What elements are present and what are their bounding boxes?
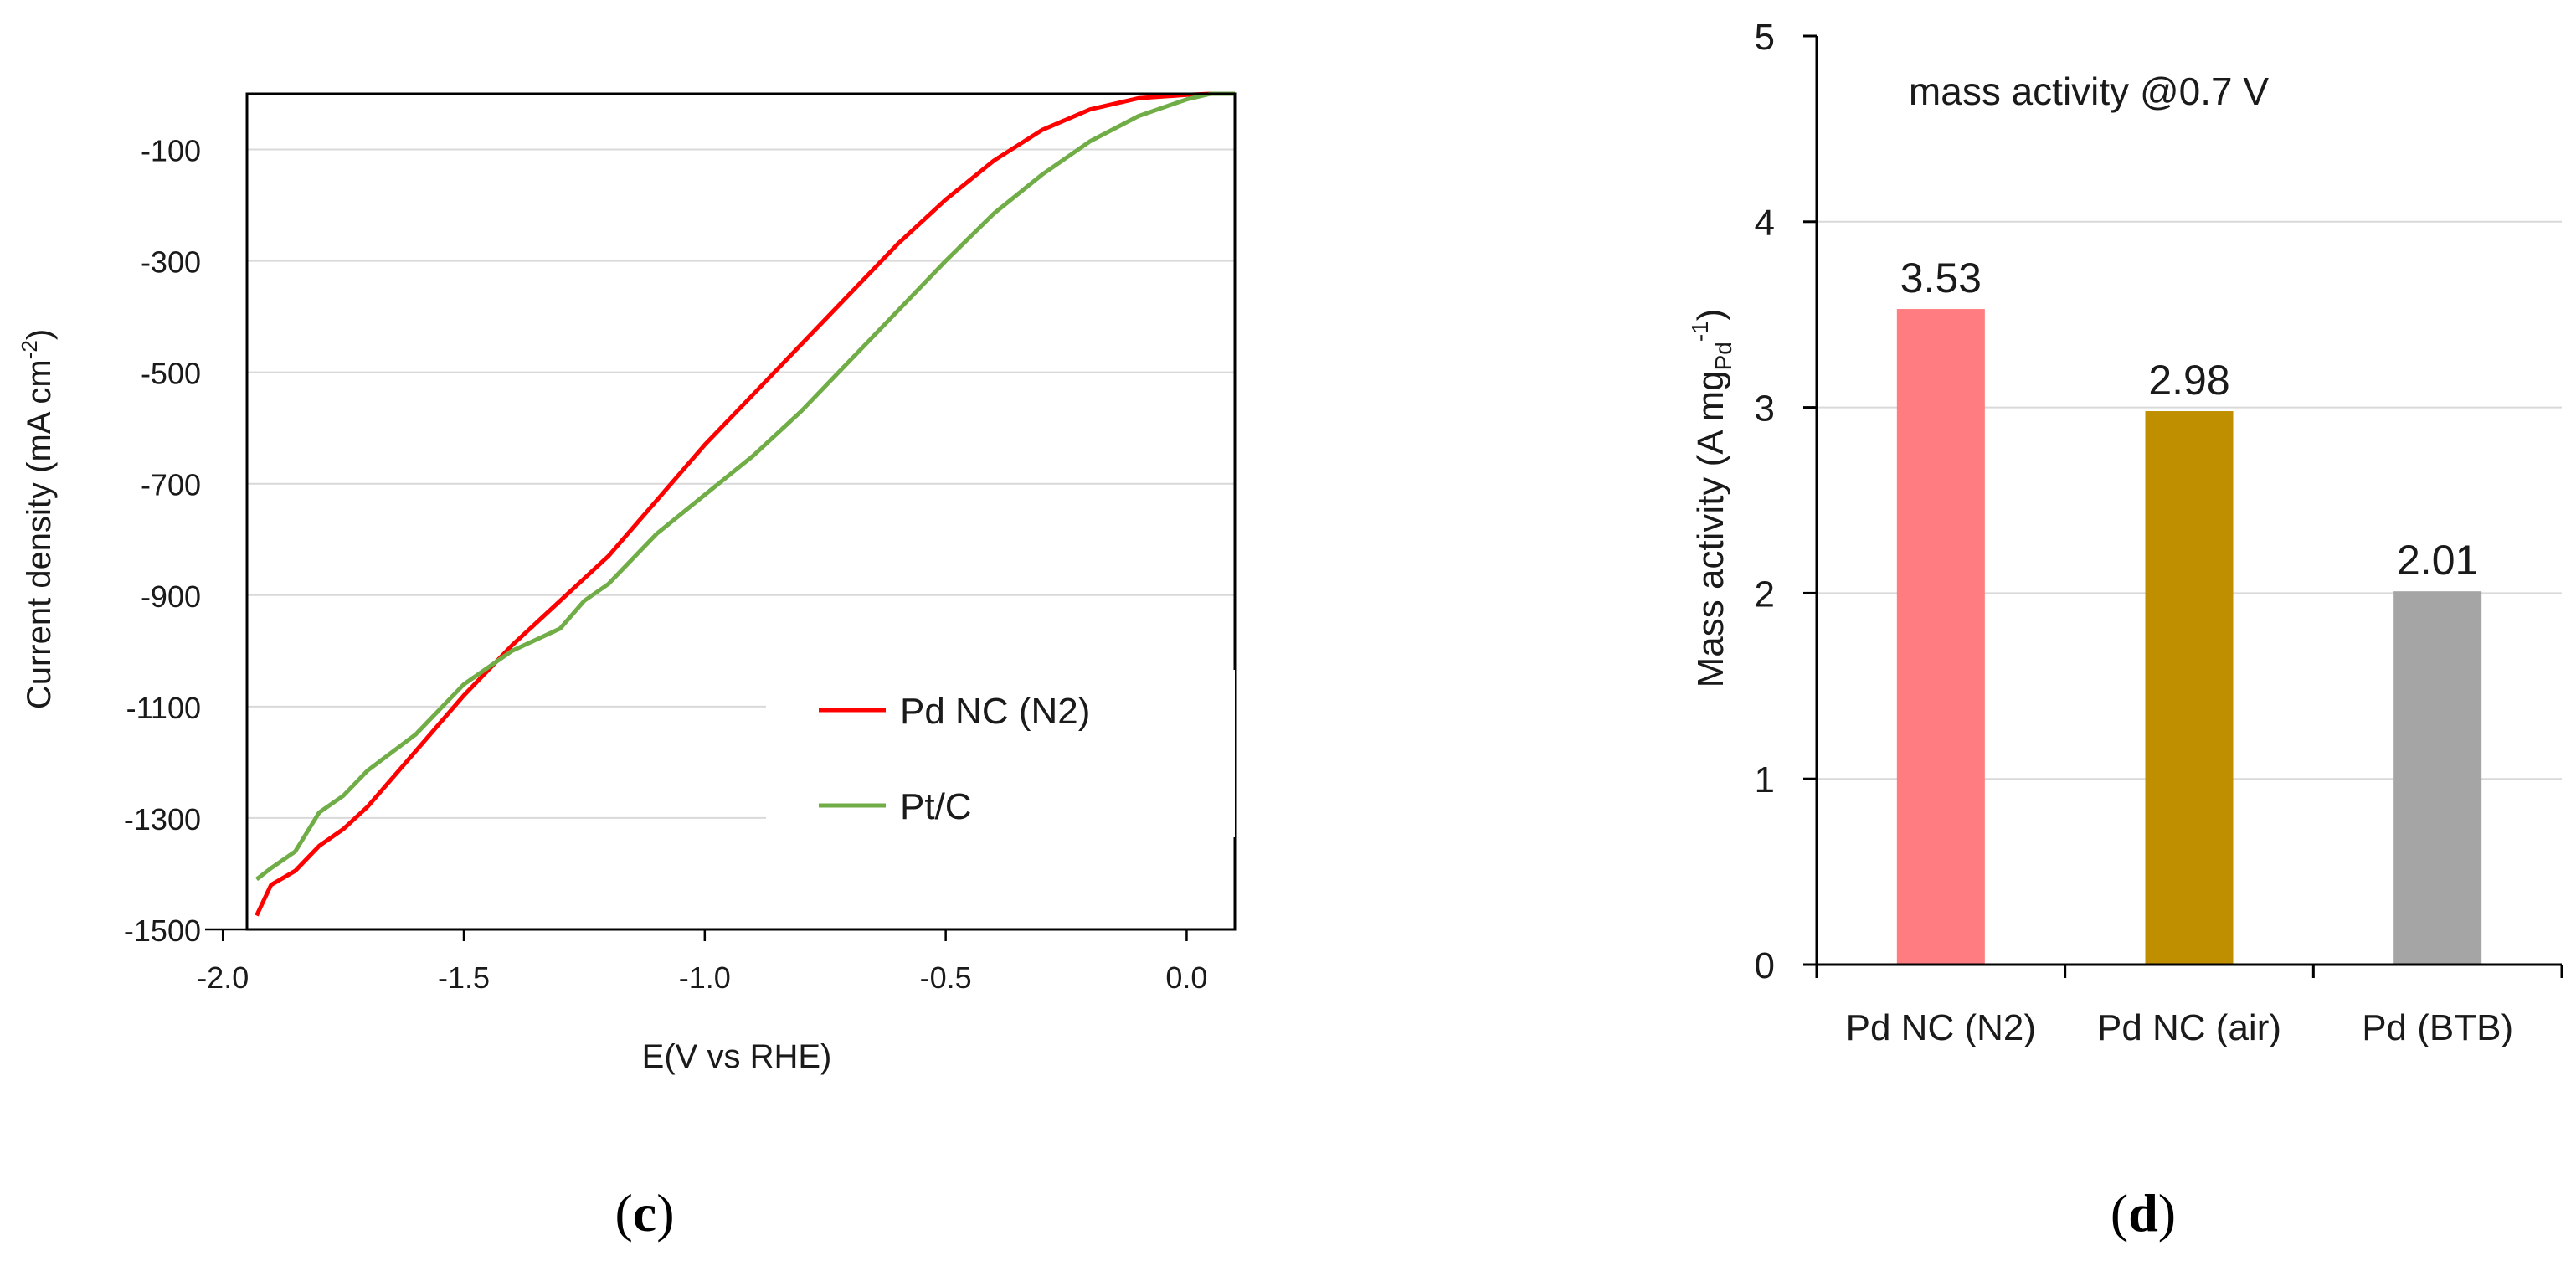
c-x-tick-label: 0.0	[1165, 960, 1207, 995]
c-y-tick-label: -900	[141, 579, 201, 614]
d-y-tick-marks	[1803, 34, 1817, 966]
c-y-axis-label-close: )	[21, 329, 58, 340]
d-category-label-pd-nc-n2: Pd NC (N2)	[1846, 1007, 2036, 1048]
d-y-tick-label: 3	[1755, 389, 1775, 430]
c-x-tick-label: -1.5	[438, 960, 490, 995]
panel-label-d-close: )	[2158, 1183, 2176, 1243]
c-x-tick-label: -0.5	[920, 960, 972, 995]
c-y-axis-label: Current density (mA cm-2)	[17, 329, 58, 709]
c-y-tick-label: -1100	[126, 691, 201, 725]
c-y-tick-label: -100	[141, 134, 201, 168]
d-bars	[1896, 309, 2482, 965]
d-y-axis-label-sup: -1	[1687, 321, 1713, 342]
current-density-chart: -100 -300 -500 -700 -900 -1100 -1300 -1500 -2.0…	[17, 91, 1237, 1075]
d-x-tick-marks	[1815, 965, 2563, 978]
c-y-axis-label-main: Current density (mA cm	[21, 359, 58, 709]
c-x-tick-label: -1.0	[679, 960, 731, 995]
c-y-tick-label: -300	[141, 245, 201, 280]
d-bar-pd-nc-n2	[1896, 309, 1985, 965]
panel-label-c: (c)	[614, 1183, 674, 1243]
d-category-label-pd-btb: Pd (BTB)	[2362, 1007, 2513, 1048]
panel-label-d: (d)	[2111, 1183, 2176, 1243]
c-y-tick-labels: -100 -300 -500 -700 -900 -1100 -1300 -1500	[124, 134, 201, 948]
panel-label-c-open: (	[614, 1183, 632, 1243]
c-legend-label-pt-c: Pt/C	[900, 786, 972, 827]
c-series-line-pt-c	[255, 91, 1235, 882]
d-bar-pd-btb	[2393, 591, 2482, 965]
d-y-axis-label-sub: Pd	[1710, 342, 1736, 370]
c-x-tick-marks	[221, 929, 1188, 941]
c-legend-box	[766, 670, 1235, 837]
d-category-labels: Pd NC (N2) Pd NC (air) Pd (BTB)	[1846, 1007, 2513, 1048]
d-y-axis-label: Mass activity (A mgPd-1)	[1687, 309, 1736, 688]
d-chart-title: mass activity @0.7 V	[1909, 69, 2269, 113]
mass-activity-chart: 3.53 2.98 2.01 0 1 2 3 4 5 Pd NC (N2) Pd NC (air…	[1687, 17, 2563, 1048]
c-y-tick-label: -1500	[124, 914, 201, 948]
d-bar-pd-nc-air	[2145, 411, 2234, 965]
panel-label-d-letter: d	[2128, 1183, 2158, 1243]
c-x-tick-labels: -2.0 -1.5 -1.0 -0.5 0.0	[197, 960, 1207, 995]
d-value-label-pd-nc-n2: 3.53	[1900, 255, 1982, 301]
c-y-tick-label: -700	[141, 468, 201, 502]
c-legend: Pd NC (N2) Pt/C	[766, 670, 1235, 837]
c-gridlines	[247, 148, 1235, 930]
d-y-tick-label: 0	[1755, 945, 1775, 986]
d-y-tick-label: 4	[1755, 203, 1775, 244]
c-y-tick-label: -500	[141, 357, 201, 391]
panel-label-d-open: (	[2111, 1183, 2128, 1243]
d-y-tick-labels: 0 1 2 3 4 5	[1755, 17, 1775, 986]
d-value-labels: 3.53 2.98 2.01	[1900, 255, 2479, 584]
c-series-line-pd-nc-n2	[255, 91, 1235, 917]
d-y-tick-label: 1	[1755, 759, 1775, 800]
d-category-label-pd-nc-air: Pd NC (air)	[2097, 1007, 2281, 1048]
c-x-tick-label: -2.0	[197, 960, 249, 995]
d-value-label-pd-btb: 2.01	[2397, 537, 2478, 584]
panel-label-c-close: )	[656, 1183, 674, 1243]
c-y-axis-label-sup: -2	[17, 340, 42, 359]
d-y-tick-label: 2	[1755, 574, 1775, 615]
d-y-axis-label-close: )	[1690, 309, 1731, 322]
panel-label-c-letter: c	[633, 1183, 656, 1243]
c-y-tick-label: -1300	[124, 802, 201, 836]
c-series-lines	[255, 91, 1235, 917]
d-y-tick-label: 5	[1755, 17, 1775, 58]
c-x-axis-label: E(V vs RHE)	[642, 1038, 832, 1075]
d-value-label-pd-nc-air: 2.98	[2148, 357, 2229, 404]
c-legend-label-pd-nc-n2: Pd NC (N2)	[900, 691, 1090, 732]
d-y-axis-label-main: Mass activity (A mg	[1690, 370, 1731, 687]
